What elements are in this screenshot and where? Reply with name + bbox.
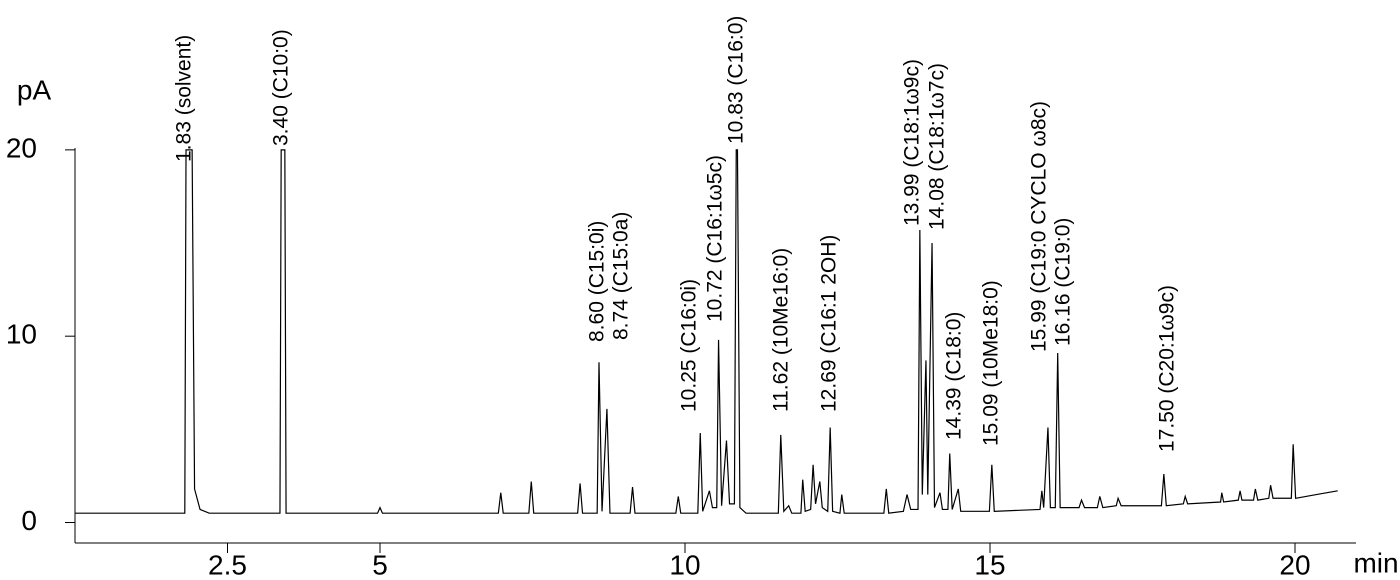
peak-label: 10.83 (C16:0) [725,16,748,144]
peak-label: 13.99 (C18:1ω9c) [901,59,924,226]
peak-label: 11.62 (10Me16:0) [770,248,793,412]
peak-label: 17.50 (C20:1ω9c) [1156,285,1179,452]
peak-label: 10.25 (C16:0i) [678,279,701,412]
y-axis-label: pA [17,74,52,105]
x-tick-label: 5 [372,549,388,580]
peak-label: 14.39 (C18:0) [943,312,966,440]
x-axis-label: min [1353,547,1398,578]
peak-label: 15.99 (C19:0 CYCLO ω8c) [1028,101,1051,352]
peak-label: 3.40 (C10:0) [270,29,293,146]
y-tick-label: 20 [6,132,37,163]
peak-label: 8.74 (C15:0a) [610,212,633,340]
peak-label: 10.72 (C16:1ω5c) [704,155,727,322]
peak-label: 14.08 (C18:1ω7c) [926,63,949,230]
y-tick-label: 0 [21,505,37,536]
peak-label: 16.16 (C19:0) [1052,218,1075,346]
x-tick-label: 2.5 [208,549,247,580]
peak-label: 8.60 (C15:0i) [586,221,609,342]
trace [75,149,1338,514]
x-tick-label: 10 [669,549,700,580]
peak-label: 1.83 (solvent) [173,35,196,162]
x-tick-label: 15 [974,549,1005,580]
peak-label: 15.09 (10Me18:0) [980,280,1003,446]
y-tick-label: 10 [6,319,37,350]
peak-label: 12.69 (C16:1 2OH) [818,235,841,412]
x-tick-label: 20 [1279,549,1310,580]
